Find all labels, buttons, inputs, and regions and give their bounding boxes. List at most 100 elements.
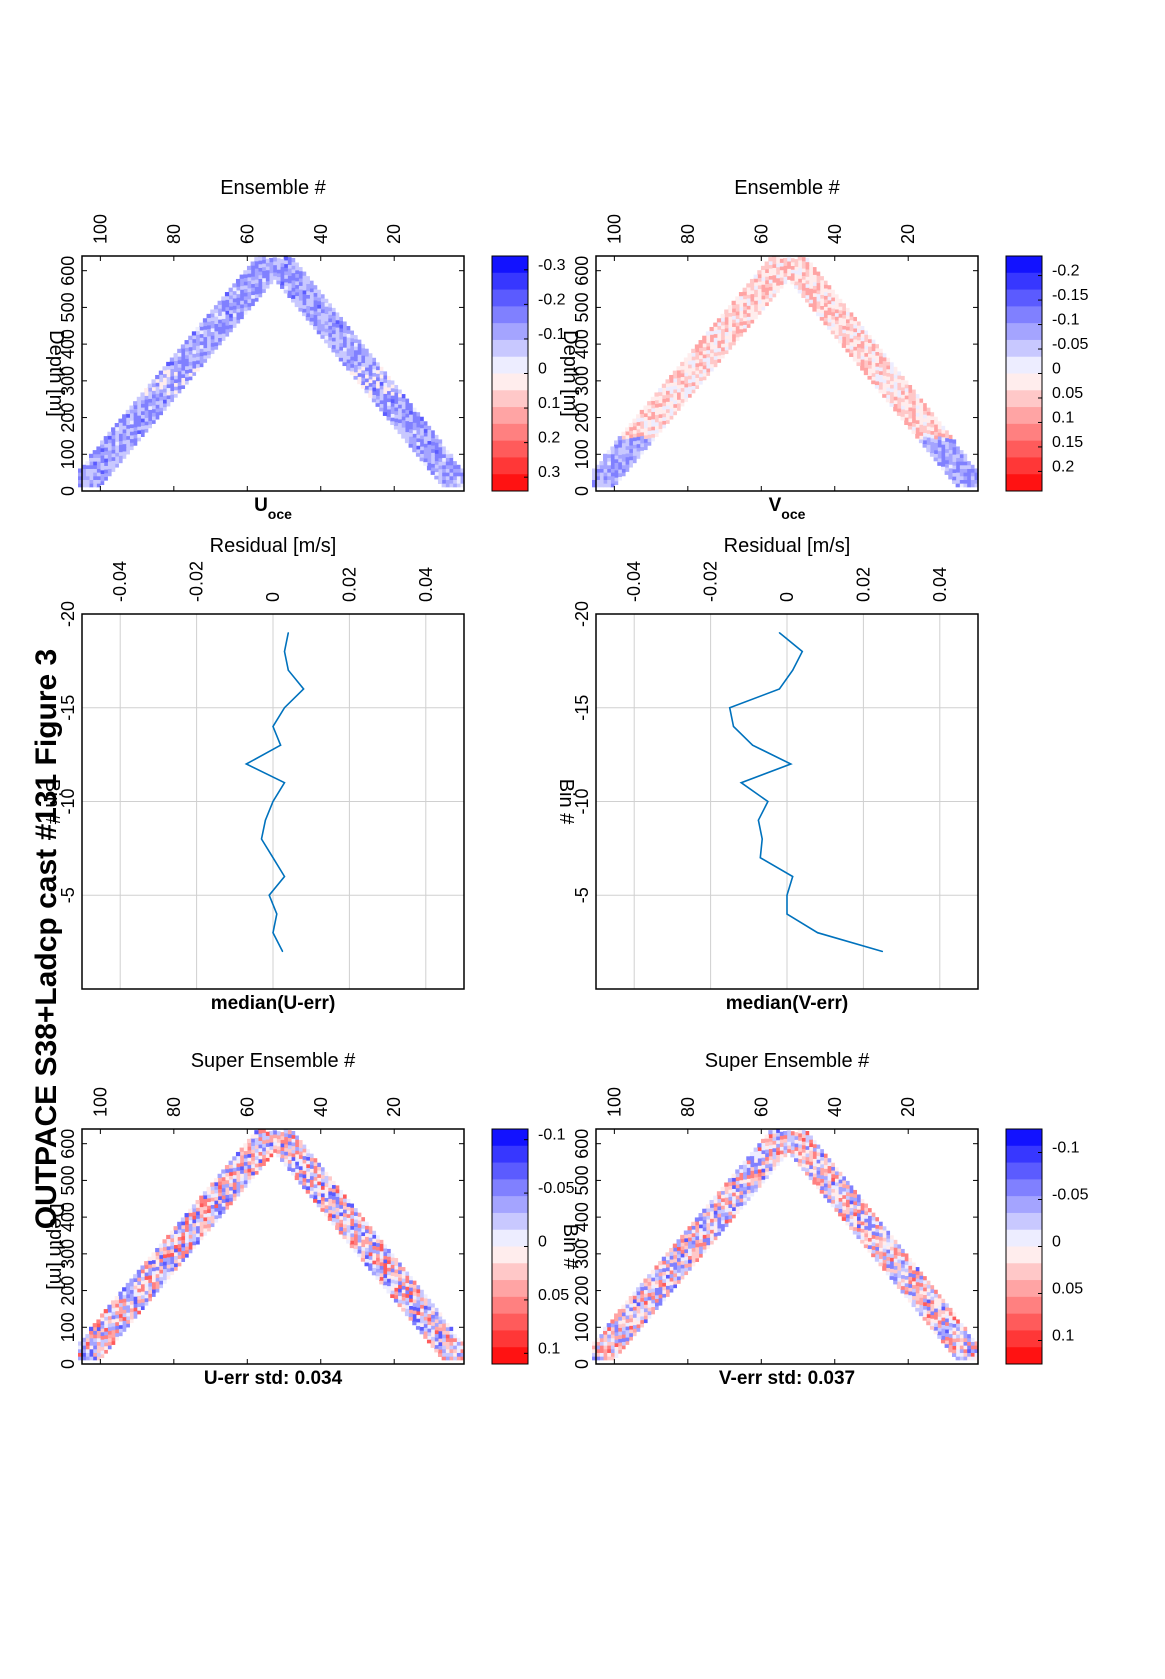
heatmap-cell: [254, 1170, 259, 1175]
heatmap-cell: [636, 1309, 641, 1314]
heatmap-cell: [92, 1345, 97, 1350]
heatmap-cell: [687, 1229, 692, 1234]
heatmap-cell: [202, 1209, 208, 1214]
heatmap-cell: [169, 390, 175, 395]
heatmap-cell: [390, 413, 395, 418]
heatmap-cell: [371, 379, 377, 384]
heatmap-cell: [122, 1287, 127, 1292]
heatmap-cell: [129, 1300, 134, 1305]
heatmap-cell: [239, 281, 244, 287]
heatmap-cell: [929, 426, 935, 432]
heatmap-cell: [918, 1311, 924, 1317]
heatmap-cell: [89, 461, 94, 466]
heatmap-cell: [331, 326, 336, 331]
heatmap-cell: [243, 273, 248, 279]
heatmap-cell: [771, 1140, 777, 1145]
heatmap-cell: [250, 298, 255, 303]
heatmap-cell: [731, 1214, 736, 1219]
heatmap-cell: [661, 1264, 666, 1269]
panel-title: U-err std: 0.034: [204, 1368, 343, 1389]
heatmap-cell: [867, 349, 872, 354]
heatmap-cell: [808, 1157, 813, 1162]
heatmap-cell: [643, 1289, 648, 1294]
heatmap-cell: [309, 291, 314, 296]
heatmap-cell: [309, 1172, 314, 1177]
heatmap-cell: [239, 1158, 244, 1163]
heatmap-cell: [698, 1235, 703, 1240]
heatmap-cell: [155, 1270, 160, 1275]
heatmap-cell: [423, 421, 428, 426]
heatmap-cell: [357, 354, 362, 359]
heatmap-cell: [933, 442, 938, 447]
heatmap-cell: [166, 391, 171, 396]
heatmap-cell: [129, 1293, 134, 1298]
heatmap-cell: [614, 1339, 619, 1344]
heatmap-cell: [217, 322, 222, 327]
heatmap-cell: [390, 1264, 395, 1269]
heatmap-cell: [783, 265, 788, 270]
heatmap-cell: [834, 1189, 839, 1194]
heatmap-cell: [393, 1265, 399, 1270]
heatmap-cell: [672, 1265, 678, 1270]
heatmap-cell: [749, 1188, 755, 1193]
heatmap-cell: [158, 1247, 164, 1252]
heatmap-cell: [155, 1251, 160, 1256]
heatmap-cell: [331, 1210, 336, 1215]
heatmap-cell: [353, 335, 358, 340]
heatmap-cell: [133, 434, 138, 439]
heatmap-cell: [922, 439, 927, 445]
heatmap-cell: [768, 1144, 773, 1149]
heatmap-cell: [368, 1244, 373, 1249]
heatmap-cell: [687, 393, 692, 398]
heatmap-cell: [386, 1278, 391, 1283]
tick-label: -20: [572, 601, 592, 627]
heatmap-cell: [948, 467, 953, 473]
heatmap-cell: [760, 1179, 766, 1184]
heatmap-cell: [324, 313, 329, 318]
heatmap-cell: [926, 1310, 931, 1315]
heatmap-cell: [147, 1293, 152, 1298]
heatmap-cell: [287, 260, 292, 265]
heatmap-cell: [808, 262, 813, 267]
heatmap-cell: [823, 280, 828, 285]
heatmap-cell: [349, 341, 355, 346]
heatmap-cell: [302, 1155, 307, 1160]
colorbar-swatch: [492, 1195, 528, 1213]
heatmap-cell: [661, 416, 666, 421]
heatmap-cell: [441, 479, 446, 484]
heatmap-cell: [823, 299, 828, 304]
heatmap-cell: [929, 1292, 935, 1297]
heatmap-cell: [698, 1242, 703, 1247]
heatmap-cell: [680, 1264, 685, 1269]
heatmap-cell: [669, 374, 674, 380]
heatmap-cell: [944, 1336, 949, 1341]
heatmap-cell: [169, 1241, 175, 1246]
heatmap-cell: [860, 1221, 865, 1226]
heatmap-cell: [636, 1290, 641, 1296]
heatmap-cell: [357, 372, 362, 377]
heatmap-cell: [111, 1311, 116, 1316]
heatmap-cell: [191, 1222, 197, 1227]
heatmap-cell: [173, 371, 178, 376]
heatmap-cell: [382, 1277, 388, 1282]
heatmap-cell: [243, 288, 248, 293]
heatmap-cell: [206, 350, 211, 355]
heatmap-cell: [724, 1182, 729, 1187]
heatmap-cell: [177, 1254, 182, 1260]
heatmap-cell: [922, 1312, 927, 1318]
heatmap-cell: [683, 1252, 689, 1257]
heatmap-cell: [111, 1322, 116, 1327]
heatmap-cell: [107, 1312, 112, 1317]
heatmap-cell: [133, 1281, 138, 1286]
heatmap-cell: [313, 299, 318, 305]
heatmap-cell: [823, 313, 828, 318]
heatmap-cell: [364, 378, 369, 383]
heatmap-cell: [445, 1356, 450, 1361]
heatmap-cell: [320, 323, 325, 328]
heatmap-cell: [122, 432, 127, 437]
heatmap-cell: [940, 1309, 946, 1314]
heatmap-cell: [294, 1168, 299, 1173]
heatmap-cell: [460, 483, 465, 488]
heatmap-cell: [235, 315, 241, 320]
heatmap-cell: [904, 417, 909, 422]
